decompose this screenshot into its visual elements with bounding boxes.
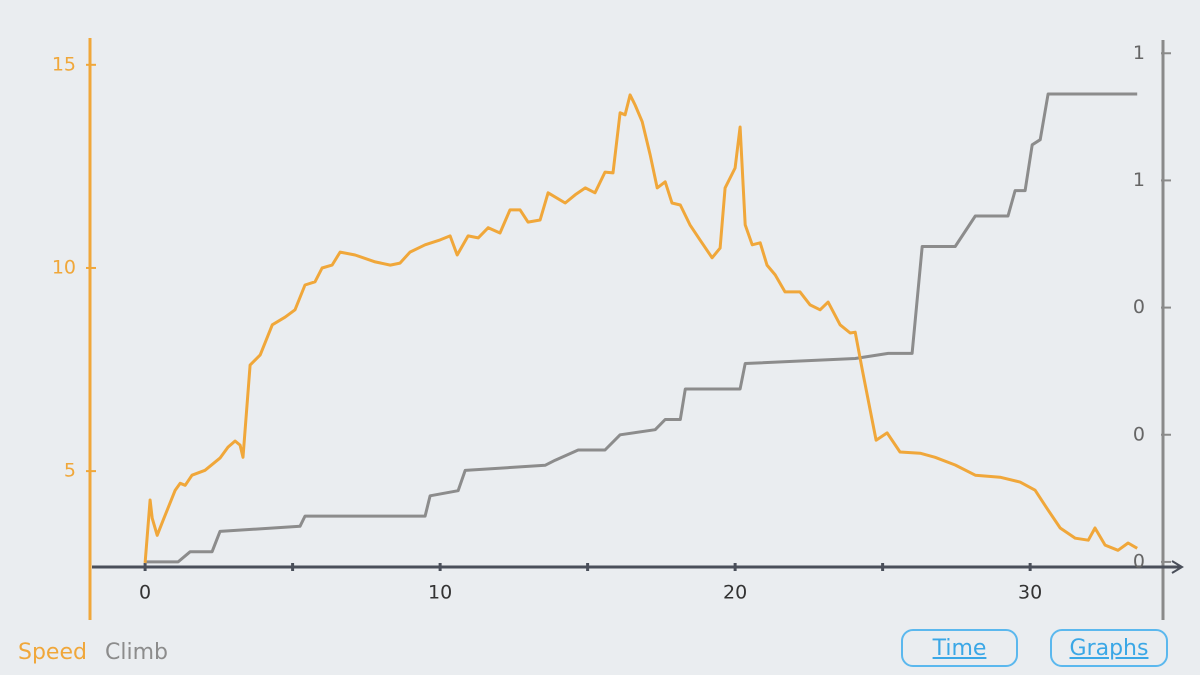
graphs-button[interactable]: Graphs [1050,629,1168,667]
y-tick-label: 15 [52,53,76,75]
y2-tick-label: 1 [1133,169,1145,191]
series-line [145,92,1138,564]
x-tick-label: 0 [139,582,151,604]
x-tick-label: 30 [1018,582,1042,604]
legend-entry: Speed [18,640,87,665]
legend-entry: Climb [105,640,168,665]
x-tick-label: 20 [723,582,747,604]
y2-tick-label: 0 [1133,296,1145,318]
time-button[interactable]: Time [901,629,1018,667]
x-tick-label: 10 [428,582,452,604]
series-line [143,93,1138,564]
x-axis-arrow [1171,560,1184,574]
y2-tick-label: 1 [1133,42,1145,64]
y-tick-label: 5 [64,460,76,482]
y-tick-label: 10 [52,256,76,278]
y2-tick-label: 0 [1133,550,1145,572]
y2-tick-label: 0 [1133,423,1145,445]
